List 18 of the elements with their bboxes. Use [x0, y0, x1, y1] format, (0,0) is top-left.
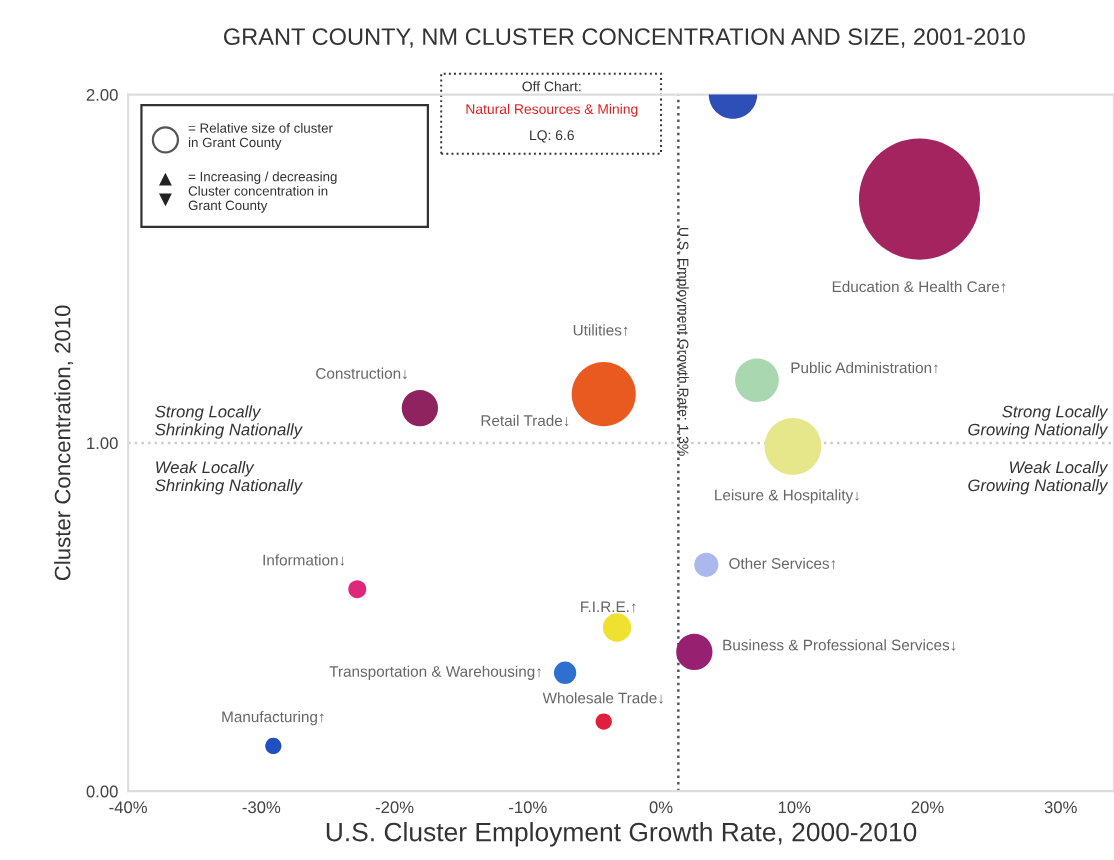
- x-tick-label: 10%: [778, 801, 811, 814]
- y-tick-label: 2.00: [86, 89, 118, 101]
- x-tick-label: -20%: [375, 801, 414, 814]
- x-tick-label: -30%: [242, 801, 281, 814]
- annotation: Strong Locally Shrinking Nationally: [155, 405, 303, 439]
- chart-title: GRANT COUNTY, NM CLUSTER CONCENTRATION AND SIZE, 2001-2010: [223, 28, 1025, 48]
- y-tick-label: 1.00: [87, 437, 118, 450]
- y-axis-title: Cluster Concentration, 2010: [54, 305, 74, 581]
- x-tick-label: 30%: [1044, 801, 1077, 814]
- annotation: Weak Locally Growing Nationally: [968, 460, 1109, 495]
- x-tick-label: -40%: [109, 801, 147, 814]
- x-tick-label: 0%: [649, 801, 673, 814]
- y-tick-label: 0.00: [86, 785, 118, 798]
- x-tick-label: -10%: [509, 801, 547, 814]
- annotation: Strong Locally Growing Nationally: [968, 405, 1109, 439]
- annotation: Weak Locally Shrinking Nationally: [155, 460, 303, 495]
- x-tick-label: 20%: [911, 801, 944, 814]
- x-axis-title: U.S. Cluster Employment Growth Rate, 2000-2010: [326, 822, 917, 847]
